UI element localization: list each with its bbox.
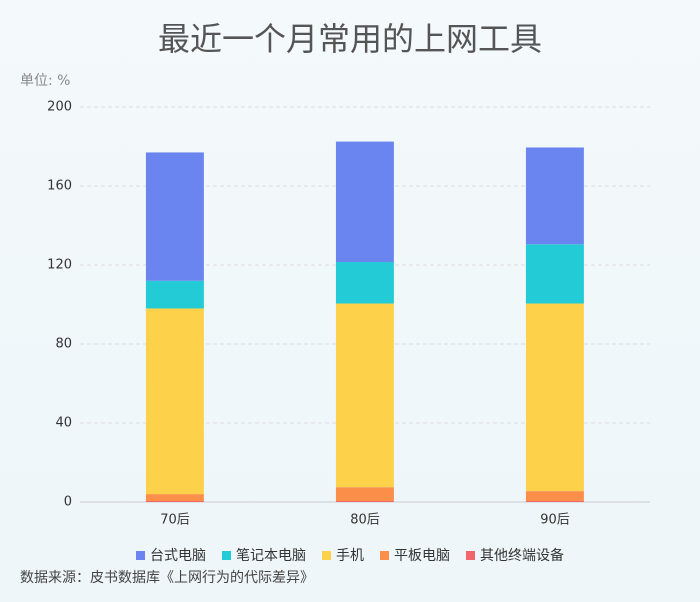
legend-swatch bbox=[466, 550, 475, 560]
legend-item: 台式电脑 bbox=[136, 545, 206, 565]
y-tick-label: 40 bbox=[55, 416, 72, 431]
bar-segment bbox=[525, 491, 584, 502]
bar-segment bbox=[525, 147, 584, 245]
x-tick-label: 90后 bbox=[540, 513, 570, 528]
legend-item: 平板电脑 bbox=[380, 545, 450, 565]
chart-title: 最近一个月常用的上网工具 bbox=[157, 20, 542, 58]
legend-swatch bbox=[380, 550, 389, 560]
legend-swatch bbox=[322, 550, 331, 560]
y-tick-label: 0 bbox=[64, 495, 72, 510]
x-tick-label: 70后 bbox=[160, 513, 190, 528]
source: 数据来源：皮书数据库《上网行为的代际差异》 bbox=[20, 570, 314, 586]
bar-segment bbox=[335, 303, 394, 488]
bar-segment bbox=[335, 141, 394, 263]
bar-segment bbox=[145, 501, 204, 502]
bar-segment bbox=[145, 280, 204, 309]
bar-segment bbox=[525, 244, 584, 304]
bar-segment bbox=[335, 501, 394, 502]
legend-swatch bbox=[136, 550, 145, 560]
legend-label: 笔记本电脑 bbox=[236, 548, 306, 564]
legend-item: 笔记本电脑 bbox=[222, 545, 306, 565]
legend-label: 手机 bbox=[336, 548, 364, 564]
y-tick-label: 160 bbox=[47, 179, 72, 194]
x-tick-label: 80后 bbox=[350, 513, 380, 528]
bar-segment bbox=[525, 303, 584, 492]
legend-item: 其他终端设备 bbox=[466, 545, 564, 565]
legend-label: 平板电脑 bbox=[394, 548, 450, 564]
bar-segment bbox=[145, 152, 204, 281]
bar-segment bbox=[145, 494, 204, 502]
y-axis-label: 单位: % bbox=[20, 73, 71, 89]
y-tick-label: 80 bbox=[55, 337, 72, 352]
bar-segment bbox=[335, 262, 394, 304]
bar-segment bbox=[335, 487, 394, 502]
bar-segment bbox=[525, 501, 584, 502]
legend-label: 其他终端设备 bbox=[480, 548, 564, 564]
y-tick-label: 200 bbox=[47, 100, 72, 115]
legend-swatch bbox=[222, 550, 231, 560]
legend: 台式电脑 笔记本电脑 手机 平板电脑 其他终端设备 bbox=[0, 545, 700, 565]
legend-label: 台式电脑 bbox=[150, 548, 206, 564]
bar-segment bbox=[145, 308, 204, 495]
y-tick-label: 120 bbox=[47, 258, 72, 273]
legend-item: 手机 bbox=[322, 545, 364, 565]
